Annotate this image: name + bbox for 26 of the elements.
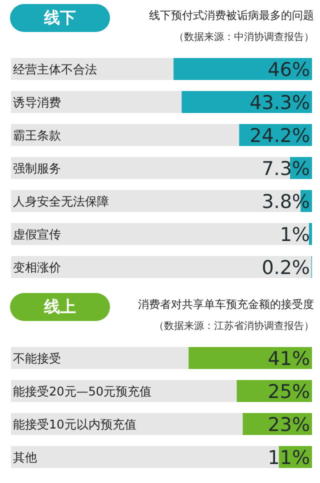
y-tick-label: 其他 xyxy=(13,450,37,464)
y-tick-label: 能接受20元—50元预充值 xyxy=(13,384,152,398)
y-tick-label: 经营主体不合法 xyxy=(13,62,97,76)
data-label: 46% xyxy=(268,59,310,81)
data-label: 25% xyxy=(268,381,310,403)
data-label: 24.2% xyxy=(250,125,310,147)
y-tick-label: 不能接受 xyxy=(13,352,61,366)
y-tick-label: 人身安全无法保障 xyxy=(13,194,109,208)
chart-subtitle: 线下预付式消费被诟病最多的问题 xyxy=(149,8,314,23)
text: （数据来源：江苏省消协调查报告） xyxy=(154,320,314,333)
data-label: 0.2% xyxy=(262,257,310,279)
bar xyxy=(308,223,312,245)
chart-subtitle: 消费者对共享单车预充金额的接受度 xyxy=(138,297,314,312)
data-label: 43.3% xyxy=(250,92,310,114)
y-tick-label: 强制服务 xyxy=(13,162,61,176)
chart-title: 线下 xyxy=(10,4,110,32)
y-tick-label: 霸王条款 xyxy=(13,128,61,142)
text: （数据来源：中消协调查报告） xyxy=(174,30,314,44)
y-tick-label: 变相涨价 xyxy=(13,260,61,274)
y-tick-label: 诱导消费 xyxy=(13,96,61,110)
data-label: 1% xyxy=(280,224,310,246)
data-label: 41% xyxy=(268,348,310,370)
y-tick-label: 虚假宣传 xyxy=(13,228,61,242)
data-label: 23% xyxy=(268,414,310,436)
y-tick-label: 能接受10元以内预充值 xyxy=(13,418,136,432)
chart-title: 线上 xyxy=(10,293,110,321)
